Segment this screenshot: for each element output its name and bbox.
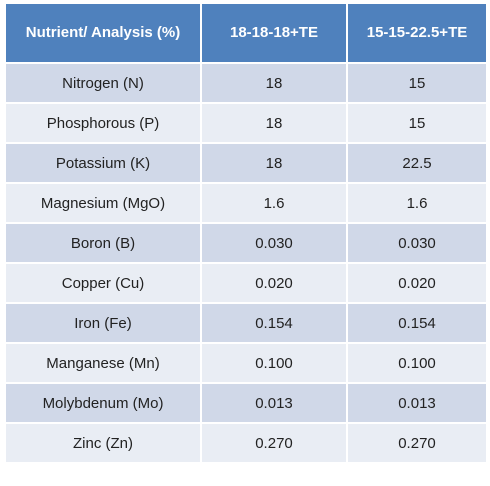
- table-body: Nitrogen (N) 18 15 Phosphorous (P) 18 15 Potas…: [4, 62, 488, 464]
- nutrient-cell: Boron (B): [4, 222, 202, 264]
- table-row: Potassium (K) 18 22.5: [4, 142, 488, 184]
- value-cell: 0.270: [346, 422, 488, 464]
- nutrient-cell: Potassium (K): [4, 142, 202, 184]
- header-cell: 18-18-18+TE: [200, 2, 348, 64]
- nutrient-table: Nutrient/ Analysis (%) 18-18-18+TE 15-15-2…: [4, 2, 488, 464]
- table-row: Zinc (Zn) 0.270 0.270: [4, 422, 488, 464]
- nutrient-cell: Phosphorous (P): [4, 102, 202, 144]
- table-row: Manganese (Mn) 0.100 0.100: [4, 342, 488, 384]
- nutrient-cell: Zinc (Zn): [4, 422, 202, 464]
- value-cell: 15: [346, 102, 488, 144]
- nutrient-cell: Molybdenum (Mo): [4, 382, 202, 424]
- header-cell: 15-15-22.5+TE: [346, 2, 488, 64]
- value-cell: 0.013: [346, 382, 488, 424]
- value-cell: 0.100: [346, 342, 488, 384]
- value-cell: 1.6: [200, 182, 348, 224]
- table-row: Molybdenum (Mo) 0.013 0.013: [4, 382, 488, 424]
- table-row: Nitrogen (N) 18 15: [4, 62, 488, 104]
- value-cell: 0.154: [200, 302, 348, 344]
- table-row: Boron (B) 0.030 0.030: [4, 222, 488, 264]
- value-cell: 0.030: [346, 222, 488, 264]
- table-row: Phosphorous (P) 18 15: [4, 102, 488, 144]
- value-cell: 18: [200, 62, 348, 104]
- header-row: Nutrient/ Analysis (%) 18-18-18+TE 15-15-2…: [4, 2, 488, 64]
- value-cell: 0.030: [200, 222, 348, 264]
- nutrient-cell: Iron (Fe): [4, 302, 202, 344]
- table-row: Magnesium (MgO) 1.6 1.6: [4, 182, 488, 224]
- header-cell: Nutrient/ Analysis (%): [4, 2, 202, 64]
- nutrient-cell: Magnesium (MgO): [4, 182, 202, 224]
- nutrient-cell: Copper (Cu): [4, 262, 202, 304]
- value-cell: 0.100: [200, 342, 348, 384]
- value-cell: 22.5: [346, 142, 488, 184]
- nutrient-cell: Manganese (Mn): [4, 342, 202, 384]
- value-cell: 0.154: [346, 302, 488, 344]
- value-cell: 0.020: [200, 262, 348, 304]
- value-cell: 18: [200, 142, 348, 184]
- value-cell: 0.013: [200, 382, 348, 424]
- table-row: Iron (Fe) 0.154 0.154: [4, 302, 488, 344]
- nutrient-cell: Nitrogen (N): [4, 62, 202, 104]
- value-cell: 15: [346, 62, 488, 104]
- value-cell: 0.270: [200, 422, 348, 464]
- value-cell: 1.6: [346, 182, 488, 224]
- table-row: Copper (Cu) 0.020 0.020: [4, 262, 488, 304]
- value-cell: 18: [200, 102, 348, 144]
- value-cell: 0.020: [346, 262, 488, 304]
